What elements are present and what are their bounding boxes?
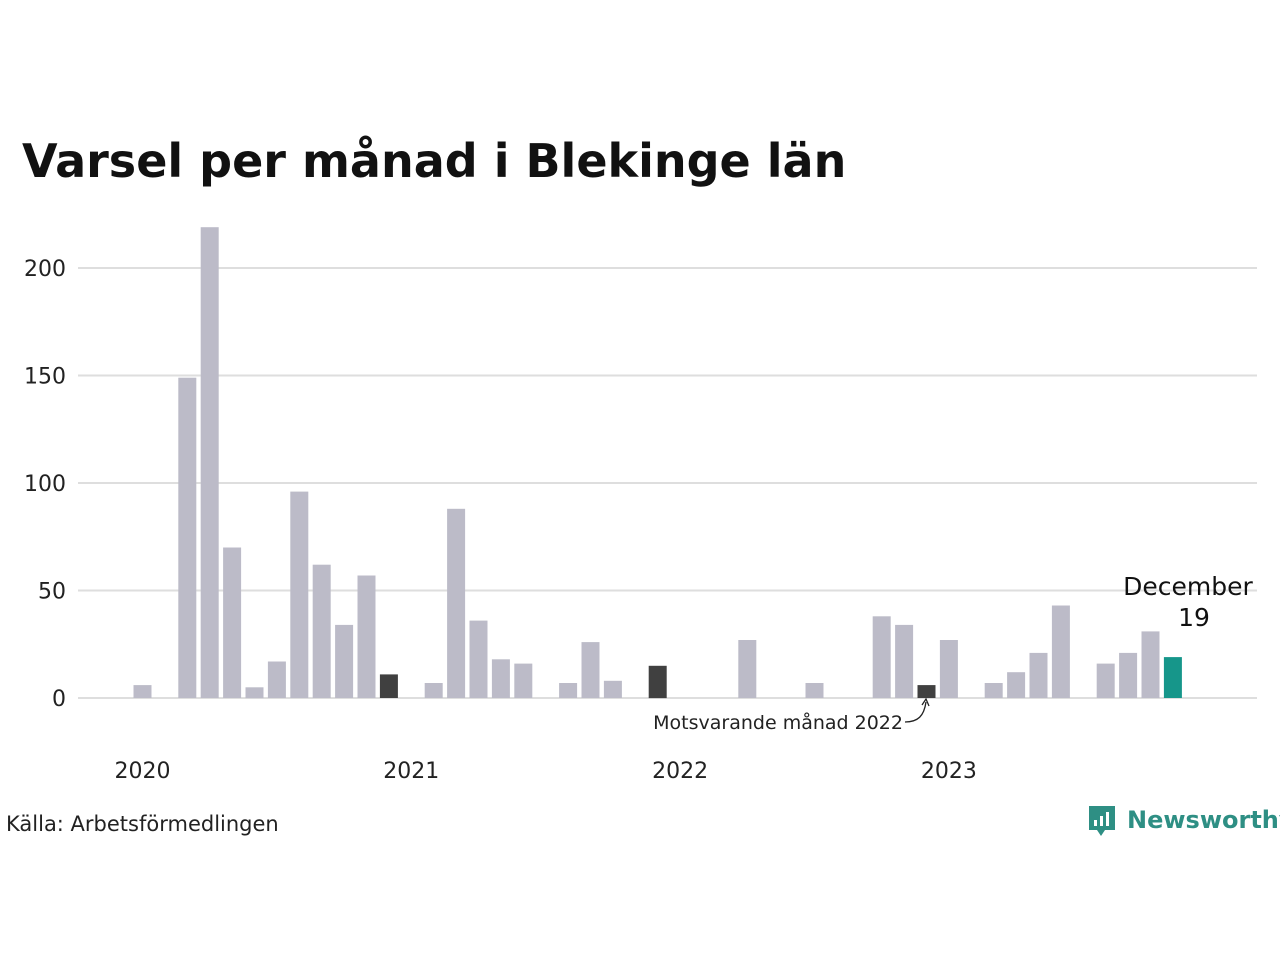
bar-comparison [917,685,936,698]
bar [559,683,578,698]
bar [895,624,914,698]
x-tick-label: 2022 [652,759,708,784]
source-label: Källa: Arbetsförmedlingen [6,812,279,836]
annotation-arrow [904,701,927,723]
annotation-arrowhead [921,697,930,707]
bar [133,685,152,698]
bar [267,661,286,698]
x-axis-ticks: 2020 2021 2022 2023 [115,759,977,784]
bar [1096,663,1115,698]
bar-comparison [379,674,398,698]
comparison-annotation: Motsvarande månad 2022 [653,697,930,734]
grid [78,267,1257,699]
bar [984,683,1003,698]
bar [290,491,309,698]
highlight-month-label: December [1123,572,1253,601]
highlight-label: December 19 [1123,572,1253,632]
y-tick-label: 0 [52,687,66,712]
x-tick-label: 2023 [921,759,977,784]
y-tick-label: 200 [24,257,66,282]
bar [1119,652,1138,698]
bar [447,508,466,698]
bar [200,227,219,698]
bar [335,624,354,698]
bar [469,620,488,698]
bar [245,687,264,699]
bar [738,640,757,698]
bar [178,377,197,698]
bar [357,575,376,698]
x-tick-label: 2021 [383,759,439,784]
bar [1007,672,1026,698]
highlight-value-label: 19 [1178,603,1210,632]
bar [312,564,331,698]
y-axis-ticks: 0 50 100 150 200 [24,257,66,712]
annotation-text: Motsvarande månad 2022 [653,711,903,734]
bars [133,227,1182,699]
bar [1029,652,1048,698]
bar [805,683,824,698]
chat-bar-chart-icon [1089,806,1115,836]
brand-logo: Newsworthy [1089,806,1280,836]
bar [514,663,533,698]
bar [424,683,443,698]
y-tick-label: 150 [24,365,66,390]
x-tick-label: 2020 [115,759,171,784]
y-tick-label: 100 [24,472,66,497]
bar [872,616,891,698]
bar-highlight [1163,657,1182,698]
bar [1141,631,1160,698]
bar [581,642,600,698]
chart-title: Varsel per månad i Blekinge län [22,134,846,188]
bar [491,659,510,698]
bar [223,547,242,698]
brand-name: Newsworthy [1127,806,1280,834]
bar [603,680,622,698]
bar [1051,605,1070,698]
bar [939,640,958,698]
bar-comparison [648,665,667,699]
y-tick-label: 50 [38,580,66,605]
